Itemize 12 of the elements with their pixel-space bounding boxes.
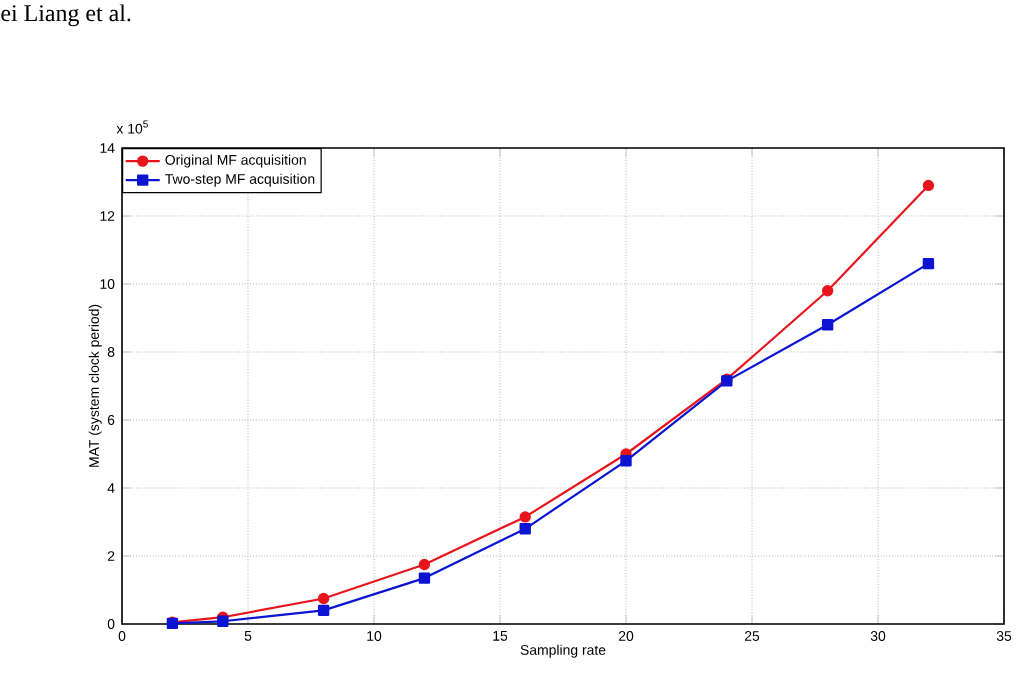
point — [922, 257, 935, 270]
point — [418, 558, 431, 571]
point — [317, 604, 330, 617]
point — [418, 572, 431, 584]
point — [922, 179, 935, 192]
text: ei Liang et al. — [1, 4, 131, 27]
point — [519, 523, 531, 535]
point — [317, 592, 330, 605]
point — [821, 319, 834, 331]
point — [620, 455, 632, 467]
point — [821, 285, 834, 297]
point — [519, 511, 531, 523]
